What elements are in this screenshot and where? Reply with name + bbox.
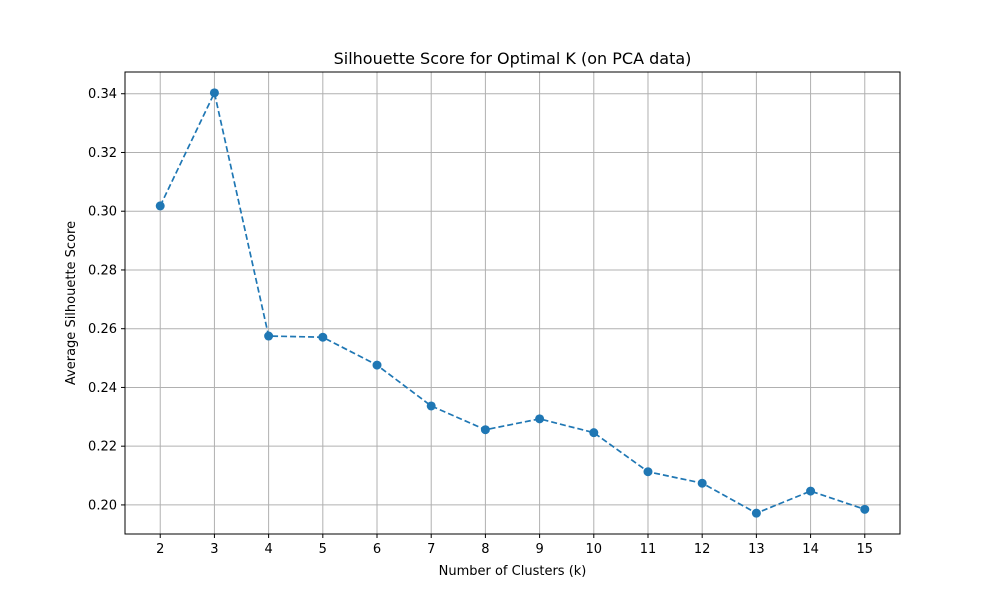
x-tick-label: 13 bbox=[748, 542, 765, 557]
x-tick-label: 4 bbox=[264, 542, 272, 557]
y-tick-label: 0.24 bbox=[88, 381, 117, 396]
x-axis-label: Number of Clusters (k) bbox=[439, 564, 587, 579]
y-axis-label: Average Silhouette Score bbox=[64, 221, 79, 385]
ticks: 2 3 4 5 6 7 8 9 10 11 12 13 14 15 0.20 0.22 0.24 0.26 0.28… bbox=[88, 87, 873, 557]
chart-title: Silhouette Score for Optimal K (on PCA d… bbox=[334, 49, 692, 68]
x-tick-label: 7 bbox=[427, 542, 435, 557]
data-point bbox=[751, 508, 761, 518]
data-point bbox=[860, 504, 870, 514]
x-tick-label: 2 bbox=[156, 542, 164, 557]
x-tick-label: 5 bbox=[319, 542, 327, 557]
x-tick-label: 14 bbox=[802, 542, 819, 557]
x-tick-label: 15 bbox=[856, 542, 873, 557]
data-point bbox=[426, 401, 436, 411]
data-point bbox=[318, 332, 328, 342]
data-point bbox=[535, 414, 545, 424]
data-point bbox=[697, 478, 707, 488]
series-layer bbox=[155, 88, 870, 518]
y-tick-label: 0.26 bbox=[88, 322, 117, 337]
x-tick-label: 10 bbox=[586, 542, 603, 557]
x-tick-label: 6 bbox=[373, 542, 381, 557]
data-point bbox=[480, 425, 490, 435]
y-tick-label: 0.28 bbox=[88, 263, 117, 278]
x-tick-label: 9 bbox=[535, 542, 543, 557]
data-point bbox=[264, 331, 274, 341]
y-tick-label: 0.20 bbox=[88, 498, 117, 513]
y-tick-label: 0.30 bbox=[88, 205, 117, 220]
y-tick-label: 0.32 bbox=[88, 146, 117, 161]
grid bbox=[125, 72, 900, 534]
data-point bbox=[643, 467, 653, 477]
x-tick-label: 8 bbox=[481, 542, 489, 557]
x-tick-label: 12 bbox=[694, 542, 711, 557]
series-line bbox=[159, 90, 866, 515]
y-tick-label: 0.34 bbox=[88, 87, 117, 102]
data-point bbox=[155, 201, 165, 211]
y-tick-label: 0.22 bbox=[88, 440, 117, 455]
x-tick-label: 3 bbox=[210, 542, 218, 557]
x-tick-label: 11 bbox=[640, 542, 657, 557]
data-point bbox=[209, 88, 219, 98]
plot-frame bbox=[124, 71, 901, 535]
data-point bbox=[806, 486, 816, 496]
data-point bbox=[589, 428, 599, 438]
data-point bbox=[372, 360, 382, 370]
